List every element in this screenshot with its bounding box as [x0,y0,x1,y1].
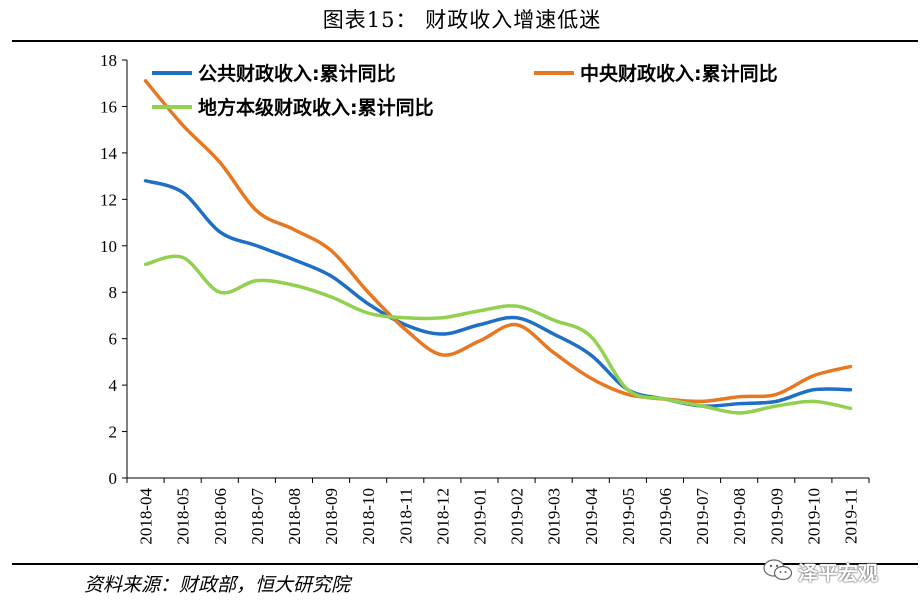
x-tick-label: 2018-12 [433,488,452,545]
chart-series [143,79,853,415]
x-tick-label: 2019-09 [767,488,786,545]
top-rule [12,40,918,42]
figure-title: 图表15： 财政收入增速低迷 [322,8,602,32]
bottom-rule [12,563,918,565]
y-tick-label: 12 [100,190,117,209]
x-tick-label: 2019-11 [841,488,860,544]
wechat-icon [763,559,793,581]
x-tick-label: 2018-05 [174,488,193,545]
chart-axes: 0 2 4 6 8 10 12 14 16 18 2018-04 2018-05 2018-06 2018… [100,51,870,545]
x-tick-label: 2019-10 [804,488,823,545]
y-tick-label: 18 [100,51,117,70]
x-tick-label: 2019-06 [656,488,675,545]
y-tick-label: 6 [109,330,118,349]
legend-label-3: 地方本级财政收入:累计同比 [198,96,434,119]
y-tick-label: 16 [100,97,117,116]
series-line-1 [143,179,853,408]
legend-label-1: 公共财政收入:累计同比 [198,62,396,85]
x-tick-label: 2019-03 [545,488,564,545]
x-tick-label: 2018-09 [322,488,341,545]
x-tick-label: 2019-07 [693,488,712,545]
x-tick-label: 2018-07 [248,488,267,545]
x-tick-label: 2019-02 [508,488,527,545]
source-note: 资料来源：财政部，恒大研究院 [84,574,351,596]
series-line-3 [143,254,853,415]
x-tick-label: 2019-08 [730,488,749,545]
watermark: 泽平宏观 [762,556,912,585]
x-tick-label: 2018-06 [211,488,230,545]
y-tick-label: 4 [109,376,118,395]
x-tick-label: 2019-01 [470,488,489,545]
x-tick-label: 2018-08 [285,488,304,545]
y-tick-label: 14 [100,144,118,163]
y-tick-label: 8 [109,283,118,302]
x-tick-label: 2018-11 [396,488,415,544]
legend-label-2: 中央财政收入:累计同比 [580,62,778,85]
watermark-text: 泽平宏观 [798,561,878,585]
x-tick-label: 2019-05 [619,488,638,545]
y-tick-label: 2 [109,423,118,442]
series-line-2 [143,79,853,404]
x-tick-label: 2018-10 [359,488,378,545]
x-tick-label: 2019-04 [582,488,601,545]
y-tick-label: 0 [109,469,118,488]
y-tick-label: 10 [100,237,117,256]
x-tick-label: 2018-04 [137,488,156,545]
line-chart: 0 2 4 6 8 10 12 14 16 18 2018-04 2018-05 2018-06 2018… [100,51,870,545]
